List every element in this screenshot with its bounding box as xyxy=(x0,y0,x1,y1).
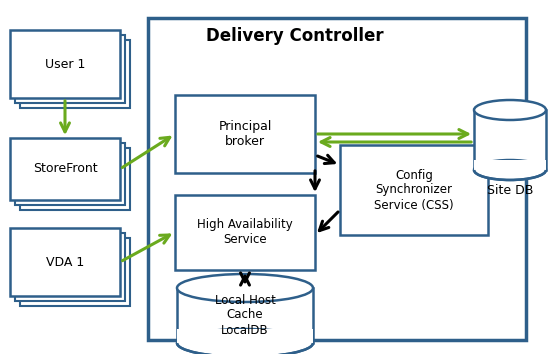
FancyBboxPatch shape xyxy=(10,228,120,296)
FancyBboxPatch shape xyxy=(15,233,125,301)
FancyBboxPatch shape xyxy=(10,138,120,200)
Text: Local Host
Cache
LocalDB: Local Host Cache LocalDB xyxy=(214,293,276,337)
FancyBboxPatch shape xyxy=(20,238,130,306)
FancyBboxPatch shape xyxy=(20,148,130,210)
FancyBboxPatch shape xyxy=(340,145,488,235)
Text: Delivery Controller: Delivery Controller xyxy=(206,27,384,45)
FancyBboxPatch shape xyxy=(15,35,125,103)
FancyBboxPatch shape xyxy=(10,30,120,98)
Ellipse shape xyxy=(177,329,313,354)
FancyBboxPatch shape xyxy=(177,329,313,343)
FancyBboxPatch shape xyxy=(175,95,315,173)
Ellipse shape xyxy=(474,160,546,180)
Text: Principal
broker: Principal broker xyxy=(218,120,272,148)
FancyBboxPatch shape xyxy=(148,18,526,340)
Text: High Availability
Service: High Availability Service xyxy=(197,218,293,246)
Text: User 1: User 1 xyxy=(45,57,85,70)
Text: Site DB: Site DB xyxy=(487,183,533,196)
Text: StoreFront: StoreFront xyxy=(32,162,97,176)
FancyBboxPatch shape xyxy=(474,110,546,170)
Ellipse shape xyxy=(177,274,313,302)
Text: VDA 1: VDA 1 xyxy=(46,256,84,268)
FancyBboxPatch shape xyxy=(177,288,313,343)
Ellipse shape xyxy=(474,100,546,120)
FancyBboxPatch shape xyxy=(20,40,130,108)
Text: Config
Synchronizer
Service (CSS): Config Synchronizer Service (CSS) xyxy=(374,169,454,211)
FancyBboxPatch shape xyxy=(175,195,315,270)
FancyBboxPatch shape xyxy=(474,160,546,170)
FancyBboxPatch shape xyxy=(15,143,125,205)
